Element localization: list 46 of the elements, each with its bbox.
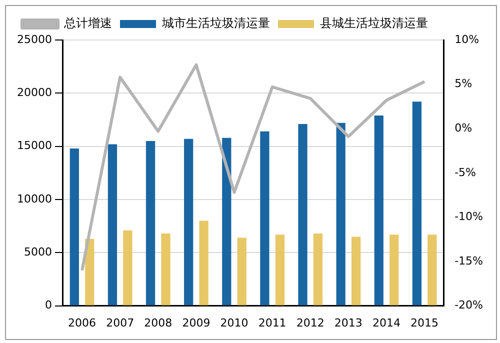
x-tick-label: 2014 bbox=[372, 316, 400, 330]
y-tick-label: 0 bbox=[44, 298, 52, 312]
x-tick-label: 2013 bbox=[334, 316, 362, 330]
bar bbox=[390, 234, 399, 306]
y2-tick-label: 10% bbox=[454, 32, 480, 46]
bar bbox=[313, 234, 323, 306]
x-tick-label: 2015 bbox=[410, 316, 439, 330]
x-tick-label: 2006 bbox=[68, 316, 96, 330]
bar bbox=[108, 144, 118, 306]
bar bbox=[374, 115, 384, 306]
bar bbox=[123, 230, 132, 306]
bar bbox=[161, 234, 170, 306]
bar bbox=[412, 102, 422, 306]
x-tick-label: 2011 bbox=[258, 316, 286, 330]
legend-label: 总计增速 bbox=[63, 16, 112, 30]
x-tick-label: 2009 bbox=[182, 316, 210, 330]
bar bbox=[336, 122, 346, 306]
bar bbox=[199, 220, 208, 306]
y-tick-label: 5000 bbox=[24, 246, 52, 258]
x-tick-label: 2008 bbox=[144, 316, 172, 330]
bar bbox=[184, 138, 194, 306]
x-tick-label: 2010 bbox=[220, 316, 248, 330]
y-tick-label: 20000 bbox=[16, 86, 52, 100]
bar bbox=[351, 236, 361, 306]
y2-tick-label: 0% bbox=[454, 121, 472, 134]
y2-tick-label: 5% bbox=[454, 77, 472, 90]
bar bbox=[85, 238, 94, 306]
bar bbox=[222, 138, 232, 306]
legend-label: 县城生活垃圾清运量 bbox=[320, 16, 428, 30]
y2-tick-label: -15% bbox=[454, 254, 484, 268]
bar bbox=[146, 141, 156, 306]
legend-label: 城市生活垃圾清运量 bbox=[161, 16, 270, 30]
bar bbox=[237, 238, 246, 306]
bar bbox=[275, 234, 284, 306]
y2-tick-label: -5% bbox=[454, 166, 476, 179]
y-tick-label: 10000 bbox=[16, 192, 52, 206]
x-tick-label: 2012 bbox=[296, 316, 324, 330]
y2-tick-label: -20% bbox=[454, 298, 484, 312]
bar bbox=[70, 148, 79, 306]
y2-tick-label: -10% bbox=[454, 210, 484, 224]
bar bbox=[260, 131, 270, 306]
bar bbox=[428, 234, 437, 306]
x-tick-label: 2007 bbox=[106, 316, 134, 330]
bar bbox=[298, 124, 308, 306]
y-tick-label: 25000 bbox=[16, 32, 52, 46]
y-tick-label: 15000 bbox=[16, 139, 52, 152]
